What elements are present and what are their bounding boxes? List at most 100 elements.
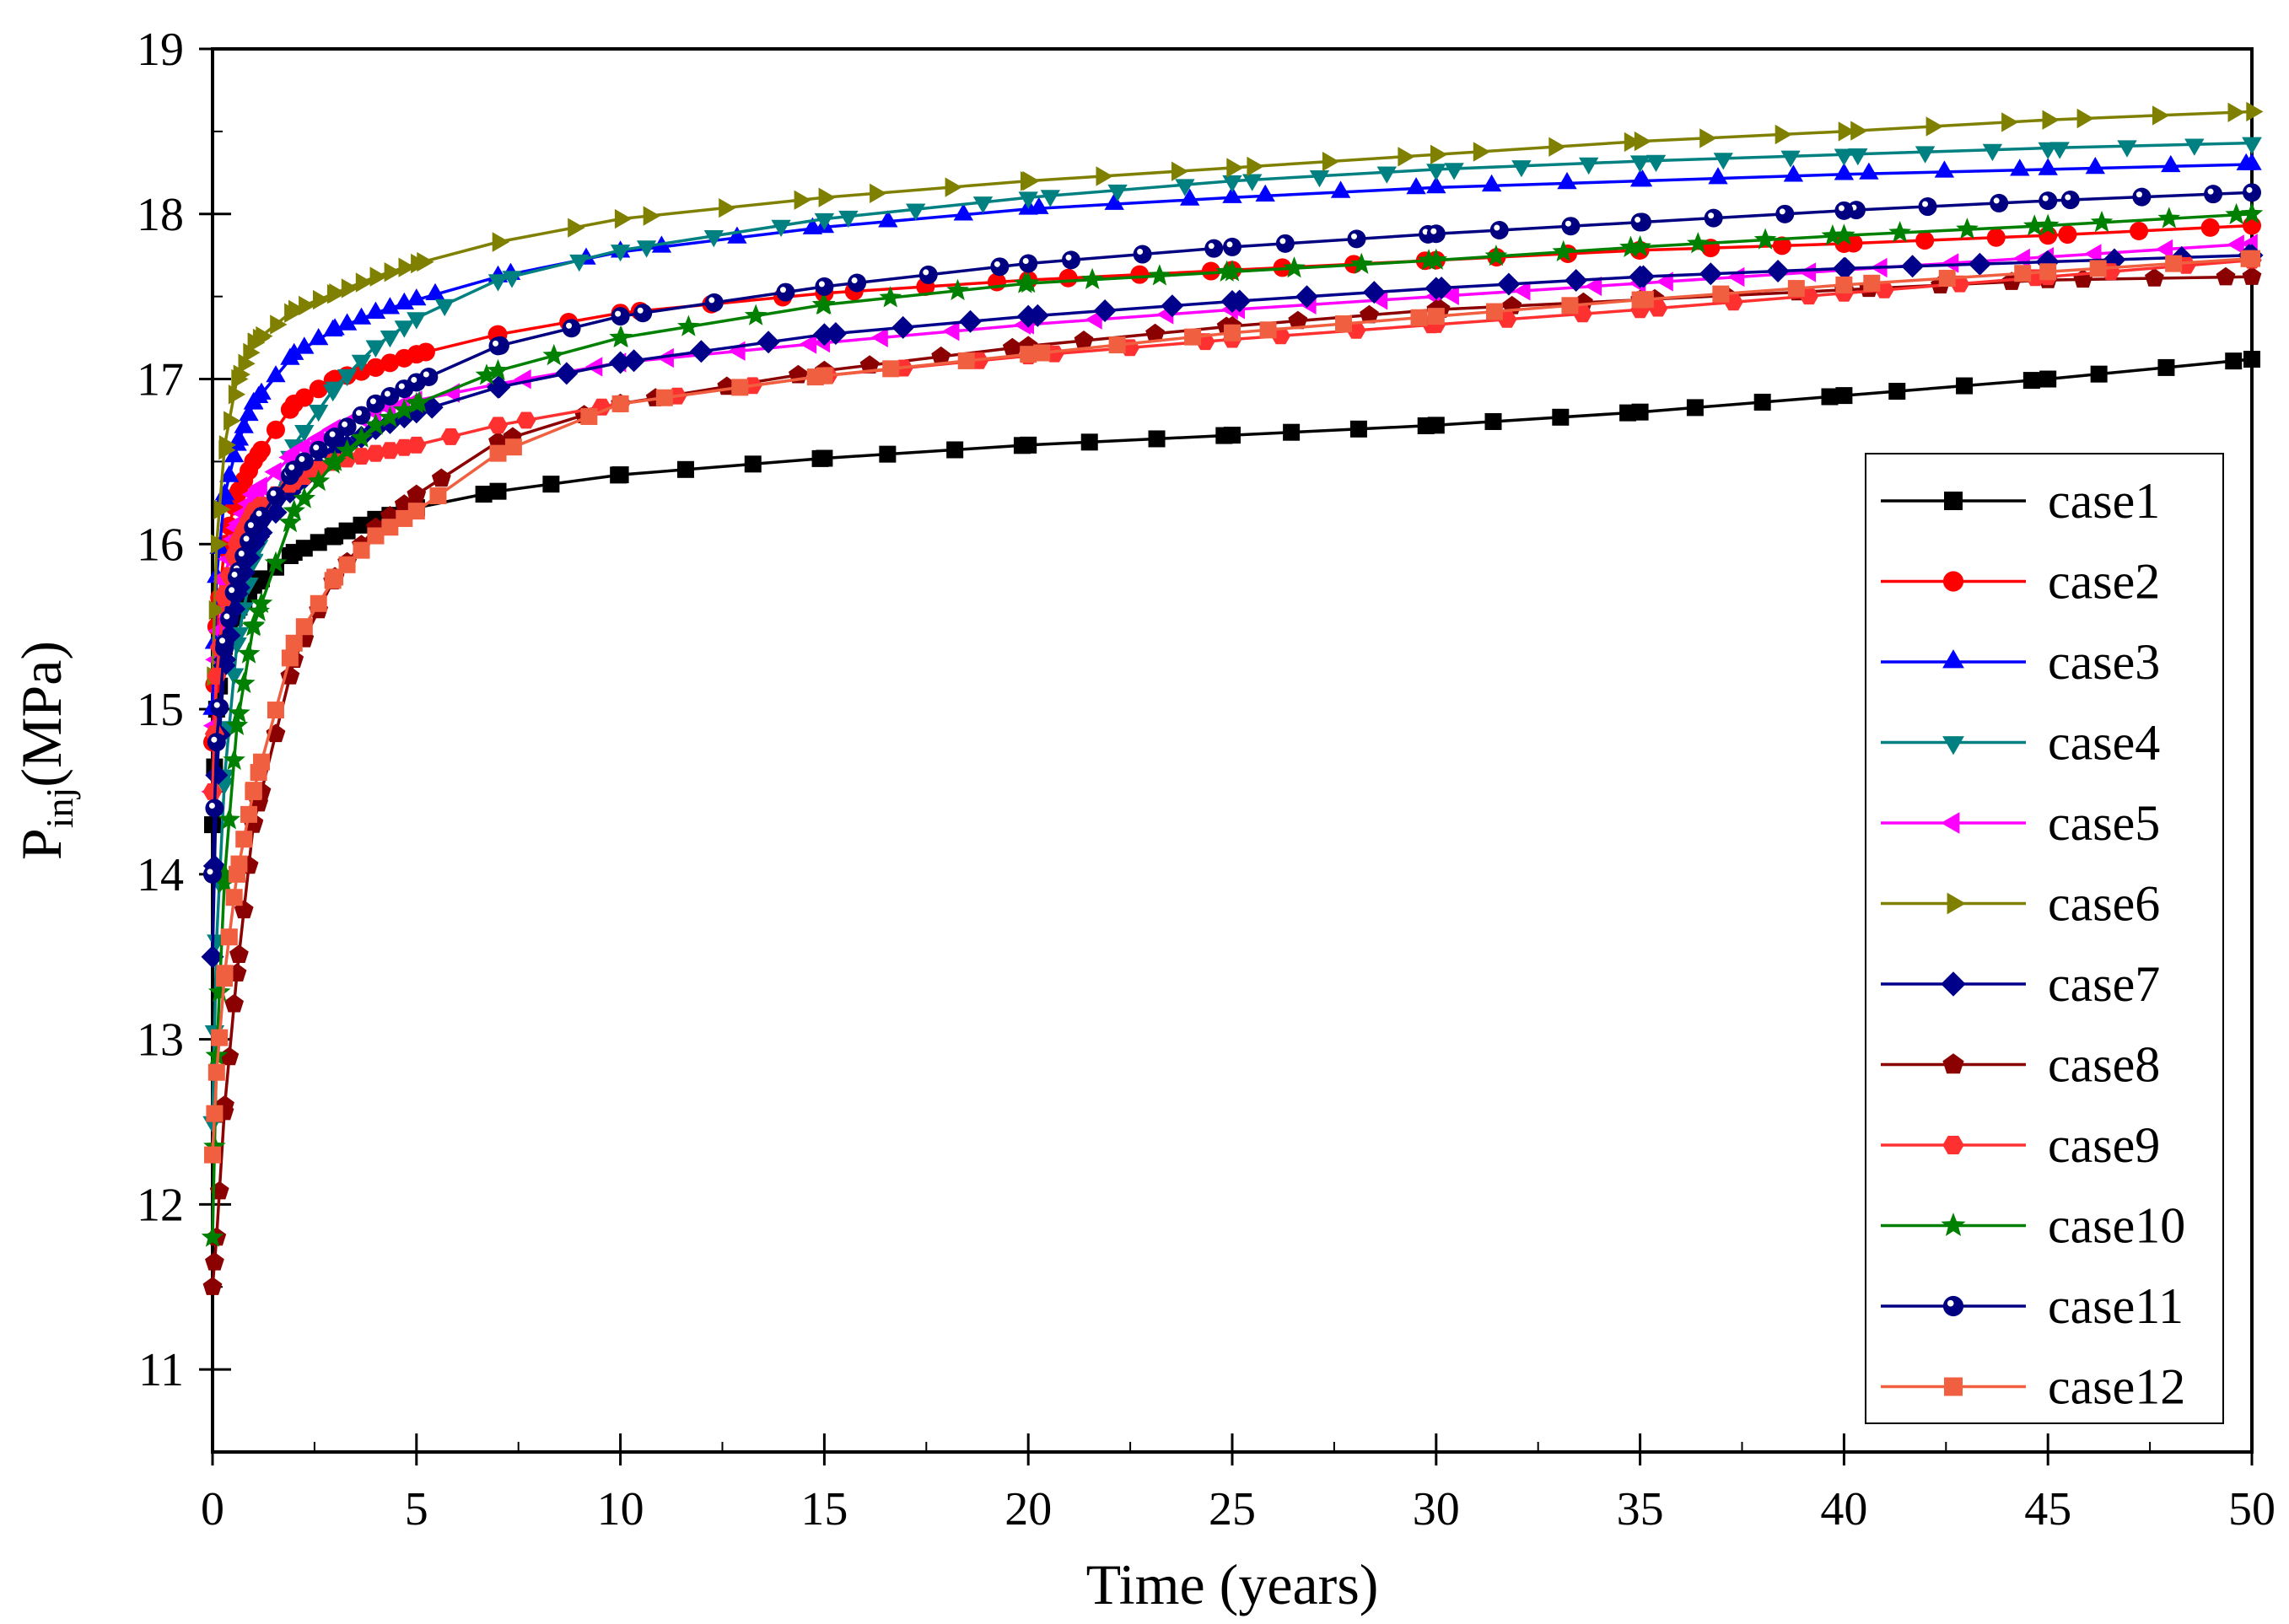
data-point-case4 xyxy=(1107,184,1128,202)
legend-entry-case6: case6 xyxy=(1881,876,2160,932)
legend-label-case12: case12 xyxy=(2048,1359,2185,1415)
data-knot-case1 xyxy=(1631,403,1649,421)
data-point-case10 xyxy=(1619,235,1642,257)
data-knot-case11-highlight xyxy=(2246,186,2253,193)
data-point-case4 xyxy=(1780,150,1801,168)
legend-marker-case11 xyxy=(1942,1295,1964,1317)
data-point-case10 xyxy=(278,510,302,533)
data-point-case4 xyxy=(1242,174,1263,191)
y-axis-title: Pinj(MPa) xyxy=(9,641,81,860)
data-point-case6 xyxy=(945,177,962,197)
data-point-case12 xyxy=(240,805,258,823)
data-point-case4 xyxy=(972,196,994,214)
data-knot-case11 xyxy=(203,864,222,884)
data-point-case2 xyxy=(2130,221,2149,240)
data-knot-case11 xyxy=(326,428,345,447)
data-knot-case10 xyxy=(1016,272,1040,293)
data-point-case11-highlight xyxy=(313,444,320,451)
legend-marker-case3 xyxy=(1942,649,1964,669)
data-knot-case11 xyxy=(207,733,226,752)
data-point-case10 xyxy=(228,702,250,723)
data-point-case3 xyxy=(2085,157,2105,175)
data-point-case4 xyxy=(838,210,859,229)
legend-label-case2: case2 xyxy=(2048,554,2160,610)
data-point-case1 xyxy=(946,441,964,459)
data-point-case6 xyxy=(238,353,256,374)
data-point-case4 xyxy=(703,230,724,248)
data-point-case11-highlight xyxy=(779,287,786,293)
data-point-case5 xyxy=(942,321,960,341)
data-point-case3 xyxy=(266,365,286,383)
data-point-case3 xyxy=(1859,162,1879,180)
data-knot-case10 xyxy=(225,713,249,735)
y-tick-label: 13 xyxy=(137,1014,184,1067)
data-point-case12 xyxy=(253,753,271,771)
data-point-case3 xyxy=(1481,174,1502,192)
data-point-case3 xyxy=(351,307,372,325)
data-point-case10 xyxy=(293,487,316,508)
x-axis-title: Time (years) xyxy=(1086,1552,1379,1616)
data-knot-case6 xyxy=(329,283,347,304)
legend-label-case8: case8 xyxy=(2048,1037,2160,1093)
data-point-case4 xyxy=(224,668,245,686)
data-knot-case11 xyxy=(244,518,263,537)
data-knot-case10 xyxy=(2240,202,2264,224)
data-point-case2 xyxy=(1058,268,1078,288)
data-knot-case11 xyxy=(1630,212,1650,232)
data-knot-case6 xyxy=(211,534,229,554)
data-point-case12 xyxy=(2014,265,2032,282)
data-knot-case11 xyxy=(1019,254,1038,273)
data-point-case2 xyxy=(309,379,328,399)
data-point-case11-highlight xyxy=(2207,188,2214,195)
data-knot-case10 xyxy=(201,1225,224,1247)
data-knot-case4 xyxy=(1426,164,1446,181)
data-knot-case3 xyxy=(365,301,386,319)
data-knot-case6 xyxy=(247,332,265,353)
data-point-case10 xyxy=(350,426,373,448)
data-knot-case6 xyxy=(2246,101,2264,122)
data-knot-case11-highlight xyxy=(369,398,376,405)
data-knot-case1 xyxy=(611,466,629,484)
x-tick-label: 45 xyxy=(2024,1483,2071,1535)
data-point-case1 xyxy=(1484,412,1502,430)
data-point-case12 xyxy=(1863,274,1881,292)
data-point-case12 xyxy=(1787,280,1805,298)
legend-label-case5: case5 xyxy=(2048,795,2160,851)
data-knot-case10 xyxy=(323,449,347,471)
y-tick-label: 12 xyxy=(137,1179,184,1231)
data-point-case12 xyxy=(211,1029,229,1046)
data-knot-case10 xyxy=(2036,213,2060,235)
data-point-case12 xyxy=(1335,315,1353,333)
series-case12 xyxy=(204,250,2260,1164)
data-knot-case4 xyxy=(487,274,509,292)
data-point-case11 xyxy=(704,293,724,312)
data-point-case12 xyxy=(731,379,749,396)
data-point-case11-highlight xyxy=(566,322,573,329)
data-point-case11-highlight xyxy=(1565,220,1571,227)
data-point-case10 xyxy=(307,469,331,492)
data-point-case11 xyxy=(309,440,328,460)
data-point-case8 xyxy=(1360,304,1379,324)
data-point-case5 xyxy=(514,369,531,390)
data-point-case4 xyxy=(1579,157,1599,175)
data-point-case8 xyxy=(2216,266,2236,286)
data-point-case4 xyxy=(1175,179,1195,196)
data-point-case10 xyxy=(379,406,401,428)
data-knot-case1 xyxy=(2243,351,2260,368)
data-knot-case11 xyxy=(407,373,426,392)
data-point-case3 xyxy=(294,336,315,354)
data-point-case12 xyxy=(1259,321,1277,339)
series-layer xyxy=(201,101,2264,1295)
data-point-case7 xyxy=(1766,260,1790,282)
data-knot-case10 xyxy=(364,413,387,435)
data-point-case10 xyxy=(223,748,245,771)
legend-label-case3: case3 xyxy=(2048,634,2160,690)
data-point-case3 xyxy=(1934,160,1955,178)
data-point-case4 xyxy=(1645,154,1667,172)
data-point-case12 xyxy=(267,702,284,719)
data-knot-case12 xyxy=(1224,324,1241,341)
data-knot-case6 xyxy=(1634,131,1652,152)
data-point-case8 xyxy=(219,1046,240,1066)
data-point-case12 xyxy=(1033,344,1051,362)
data-point-case11-highlight xyxy=(299,455,305,462)
